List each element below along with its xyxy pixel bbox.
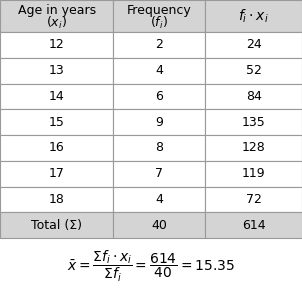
Text: $(x_i)$: $(x_i)$ (46, 15, 67, 31)
Bar (205, 187, 302, 212)
Bar (205, 212, 302, 238)
Text: $\bar{x} = \dfrac{\Sigma f_i \cdot x_i}{\Sigma f_i} = \dfrac{614}{40} = 15.35$: $\bar{x} = \dfrac{\Sigma f_i \cdot x_i}{… (67, 249, 235, 284)
Bar (113, 109, 205, 135)
Text: $(f_i)$: $(f_i)$ (150, 15, 168, 31)
Bar (113, 84, 205, 109)
Bar (113, 212, 205, 238)
Bar (0, 109, 113, 135)
Text: 6: 6 (155, 90, 163, 103)
Bar (205, 109, 302, 135)
Text: 128: 128 (242, 141, 265, 154)
Text: 24: 24 (246, 38, 262, 51)
Bar (0, 58, 113, 84)
Text: 7: 7 (155, 167, 163, 180)
Text: 135: 135 (242, 116, 265, 129)
Text: Frequency: Frequency (127, 4, 192, 17)
Bar (0, 212, 113, 238)
Bar (205, 58, 302, 84)
Bar (113, 0, 205, 32)
Text: 14: 14 (49, 90, 65, 103)
Bar (113, 161, 205, 187)
Bar (0, 187, 113, 212)
Text: Age in years: Age in years (18, 4, 96, 17)
Text: 4: 4 (155, 64, 163, 77)
Bar (0, 135, 113, 161)
Bar (0, 84, 113, 109)
Bar (0, 161, 113, 187)
Bar (205, 161, 302, 187)
Text: 9: 9 (155, 116, 163, 129)
Text: 18: 18 (49, 193, 65, 206)
Text: 119: 119 (242, 167, 265, 180)
Text: 12: 12 (49, 38, 65, 51)
Text: 16: 16 (49, 141, 65, 154)
Bar (113, 58, 205, 84)
Text: 84: 84 (246, 90, 262, 103)
Text: 4: 4 (155, 193, 163, 206)
Bar (113, 187, 205, 212)
Text: 72: 72 (246, 193, 262, 206)
Bar (205, 32, 302, 58)
Bar (113, 135, 205, 161)
Bar (205, 135, 302, 161)
Bar (0, 0, 113, 32)
Text: Total (Σ): Total (Σ) (31, 219, 82, 232)
Text: 2: 2 (155, 38, 163, 51)
Bar (0, 32, 113, 58)
Text: 15: 15 (49, 116, 65, 129)
Text: 52: 52 (246, 64, 262, 77)
Bar (113, 32, 205, 58)
Bar (205, 84, 302, 109)
Text: 40: 40 (151, 219, 167, 232)
Text: $f_i \cdot x_i$: $f_i \cdot x_i$ (238, 7, 269, 25)
Text: 8: 8 (155, 141, 163, 154)
Bar (205, 0, 302, 32)
Text: 17: 17 (49, 167, 65, 180)
Text: 614: 614 (242, 219, 265, 232)
Text: 13: 13 (49, 64, 65, 77)
